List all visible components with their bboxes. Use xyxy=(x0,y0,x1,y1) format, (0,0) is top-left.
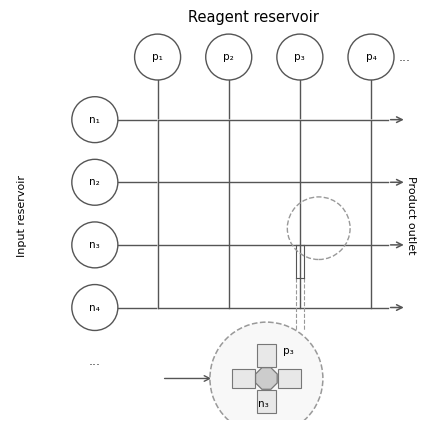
Bar xyxy=(278,369,301,387)
Text: ...: ... xyxy=(89,355,101,368)
Text: Input reservoir: Input reservoir xyxy=(17,175,27,257)
Text: n₂: n₂ xyxy=(89,177,100,187)
Circle shape xyxy=(206,34,252,80)
Circle shape xyxy=(72,222,118,268)
Text: ...: ... xyxy=(399,50,410,63)
Circle shape xyxy=(72,159,118,205)
Polygon shape xyxy=(256,368,277,389)
Circle shape xyxy=(134,34,181,80)
Text: Product outlet: Product outlet xyxy=(406,176,416,255)
Circle shape xyxy=(72,285,118,330)
Bar xyxy=(257,344,276,367)
Circle shape xyxy=(72,97,118,143)
Text: n₃: n₃ xyxy=(89,240,100,250)
Text: p₁: p₁ xyxy=(152,52,163,62)
Circle shape xyxy=(348,34,394,80)
Bar xyxy=(257,390,276,412)
Text: n₄: n₄ xyxy=(89,302,100,313)
Text: n₁: n₁ xyxy=(89,115,100,125)
Circle shape xyxy=(277,34,323,80)
Text: n₃: n₃ xyxy=(258,399,269,409)
Bar xyxy=(232,369,255,387)
Text: p₂: p₂ xyxy=(223,52,234,62)
Text: Reagent reservoir: Reagent reservoir xyxy=(188,10,319,25)
Circle shape xyxy=(210,322,323,423)
Text: p₃: p₃ xyxy=(283,346,294,356)
Text: p₃: p₃ xyxy=(295,52,305,62)
Text: p₄: p₄ xyxy=(365,52,377,62)
